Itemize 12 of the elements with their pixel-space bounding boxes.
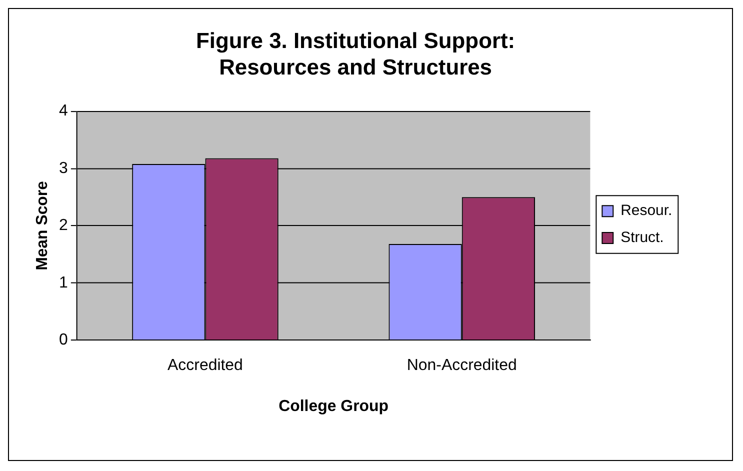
chart-title: Figure 3. Institutional Support: Resources and Structures [196, 28, 516, 80]
y-tick-label: 0 [59, 332, 68, 349]
legend-label: Resour. [620, 202, 672, 220]
y-tick-label: 1 [59, 274, 68, 292]
y-axis-title: Mean Score [34, 180, 51, 270]
x-tick-label: Accredited [168, 357, 243, 374]
legend-label: Struct. [620, 229, 664, 246]
y-tick-label: 2 [59, 217, 68, 234]
x-axis-title: College Group [278, 398, 389, 416]
y-tick-label: 4 [59, 102, 68, 120]
x-tick-label: Non-Accredited [406, 357, 517, 374]
y-tick-label: 3 [59, 160, 68, 177]
